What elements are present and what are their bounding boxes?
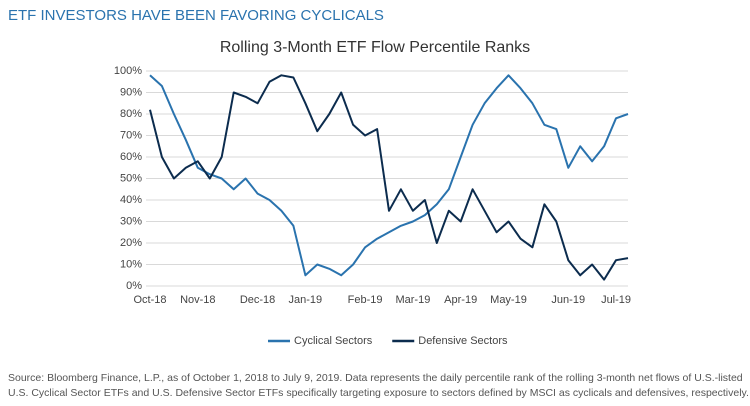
header: ETF INVESTORS HAVE BEEN FAVORING CYCLICA…	[8, 7, 384, 24]
y-tick-label: 10%	[120, 258, 142, 270]
x-tick-label: Dec-18	[240, 294, 275, 306]
y-tick-label: 50%	[120, 172, 142, 184]
series-line	[149, 74, 629, 281]
x-tick-label: Mar-19	[395, 294, 430, 306]
footnote: Source: Bloomberg Finance, L.P., as of O…	[8, 372, 743, 384]
y-tick-label: 0%	[126, 280, 142, 292]
y-tick-label: 90%	[120, 86, 142, 98]
y-tick-label: 40%	[120, 194, 142, 206]
x-tick-label: Oct-18	[133, 294, 166, 306]
x-tick-label: Feb-19	[348, 294, 383, 306]
x-tick-label: Nov-18	[180, 294, 215, 306]
y-tick-label: 60%	[120, 151, 142, 163]
chart-title: Rolling 3-Month ETF Flow Percentile Rank…	[220, 39, 530, 56]
x-tick-label: May-19	[490, 294, 527, 306]
y-tick-label: 30%	[120, 215, 142, 227]
footnote: U.S. Cyclical Sector ETFs and U.S. Defen…	[8, 387, 749, 399]
x-tick-label: Jun-19	[551, 294, 585, 306]
y-tick-label: 20%	[120, 237, 142, 249]
y-tick-label: 70%	[120, 129, 142, 141]
legend-label: Cyclical Sectors	[294, 335, 373, 347]
series-line	[149, 74, 629, 277]
x-tick-label: Jul-19	[601, 294, 631, 306]
x-tick-label: Jan-19	[289, 294, 323, 306]
legend-label: Defensive Sectors	[418, 335, 508, 347]
y-tick-label: 100%	[114, 65, 142, 77]
y-tick-label: 80%	[120, 108, 142, 120]
x-tick-label: Apr-19	[444, 294, 477, 306]
